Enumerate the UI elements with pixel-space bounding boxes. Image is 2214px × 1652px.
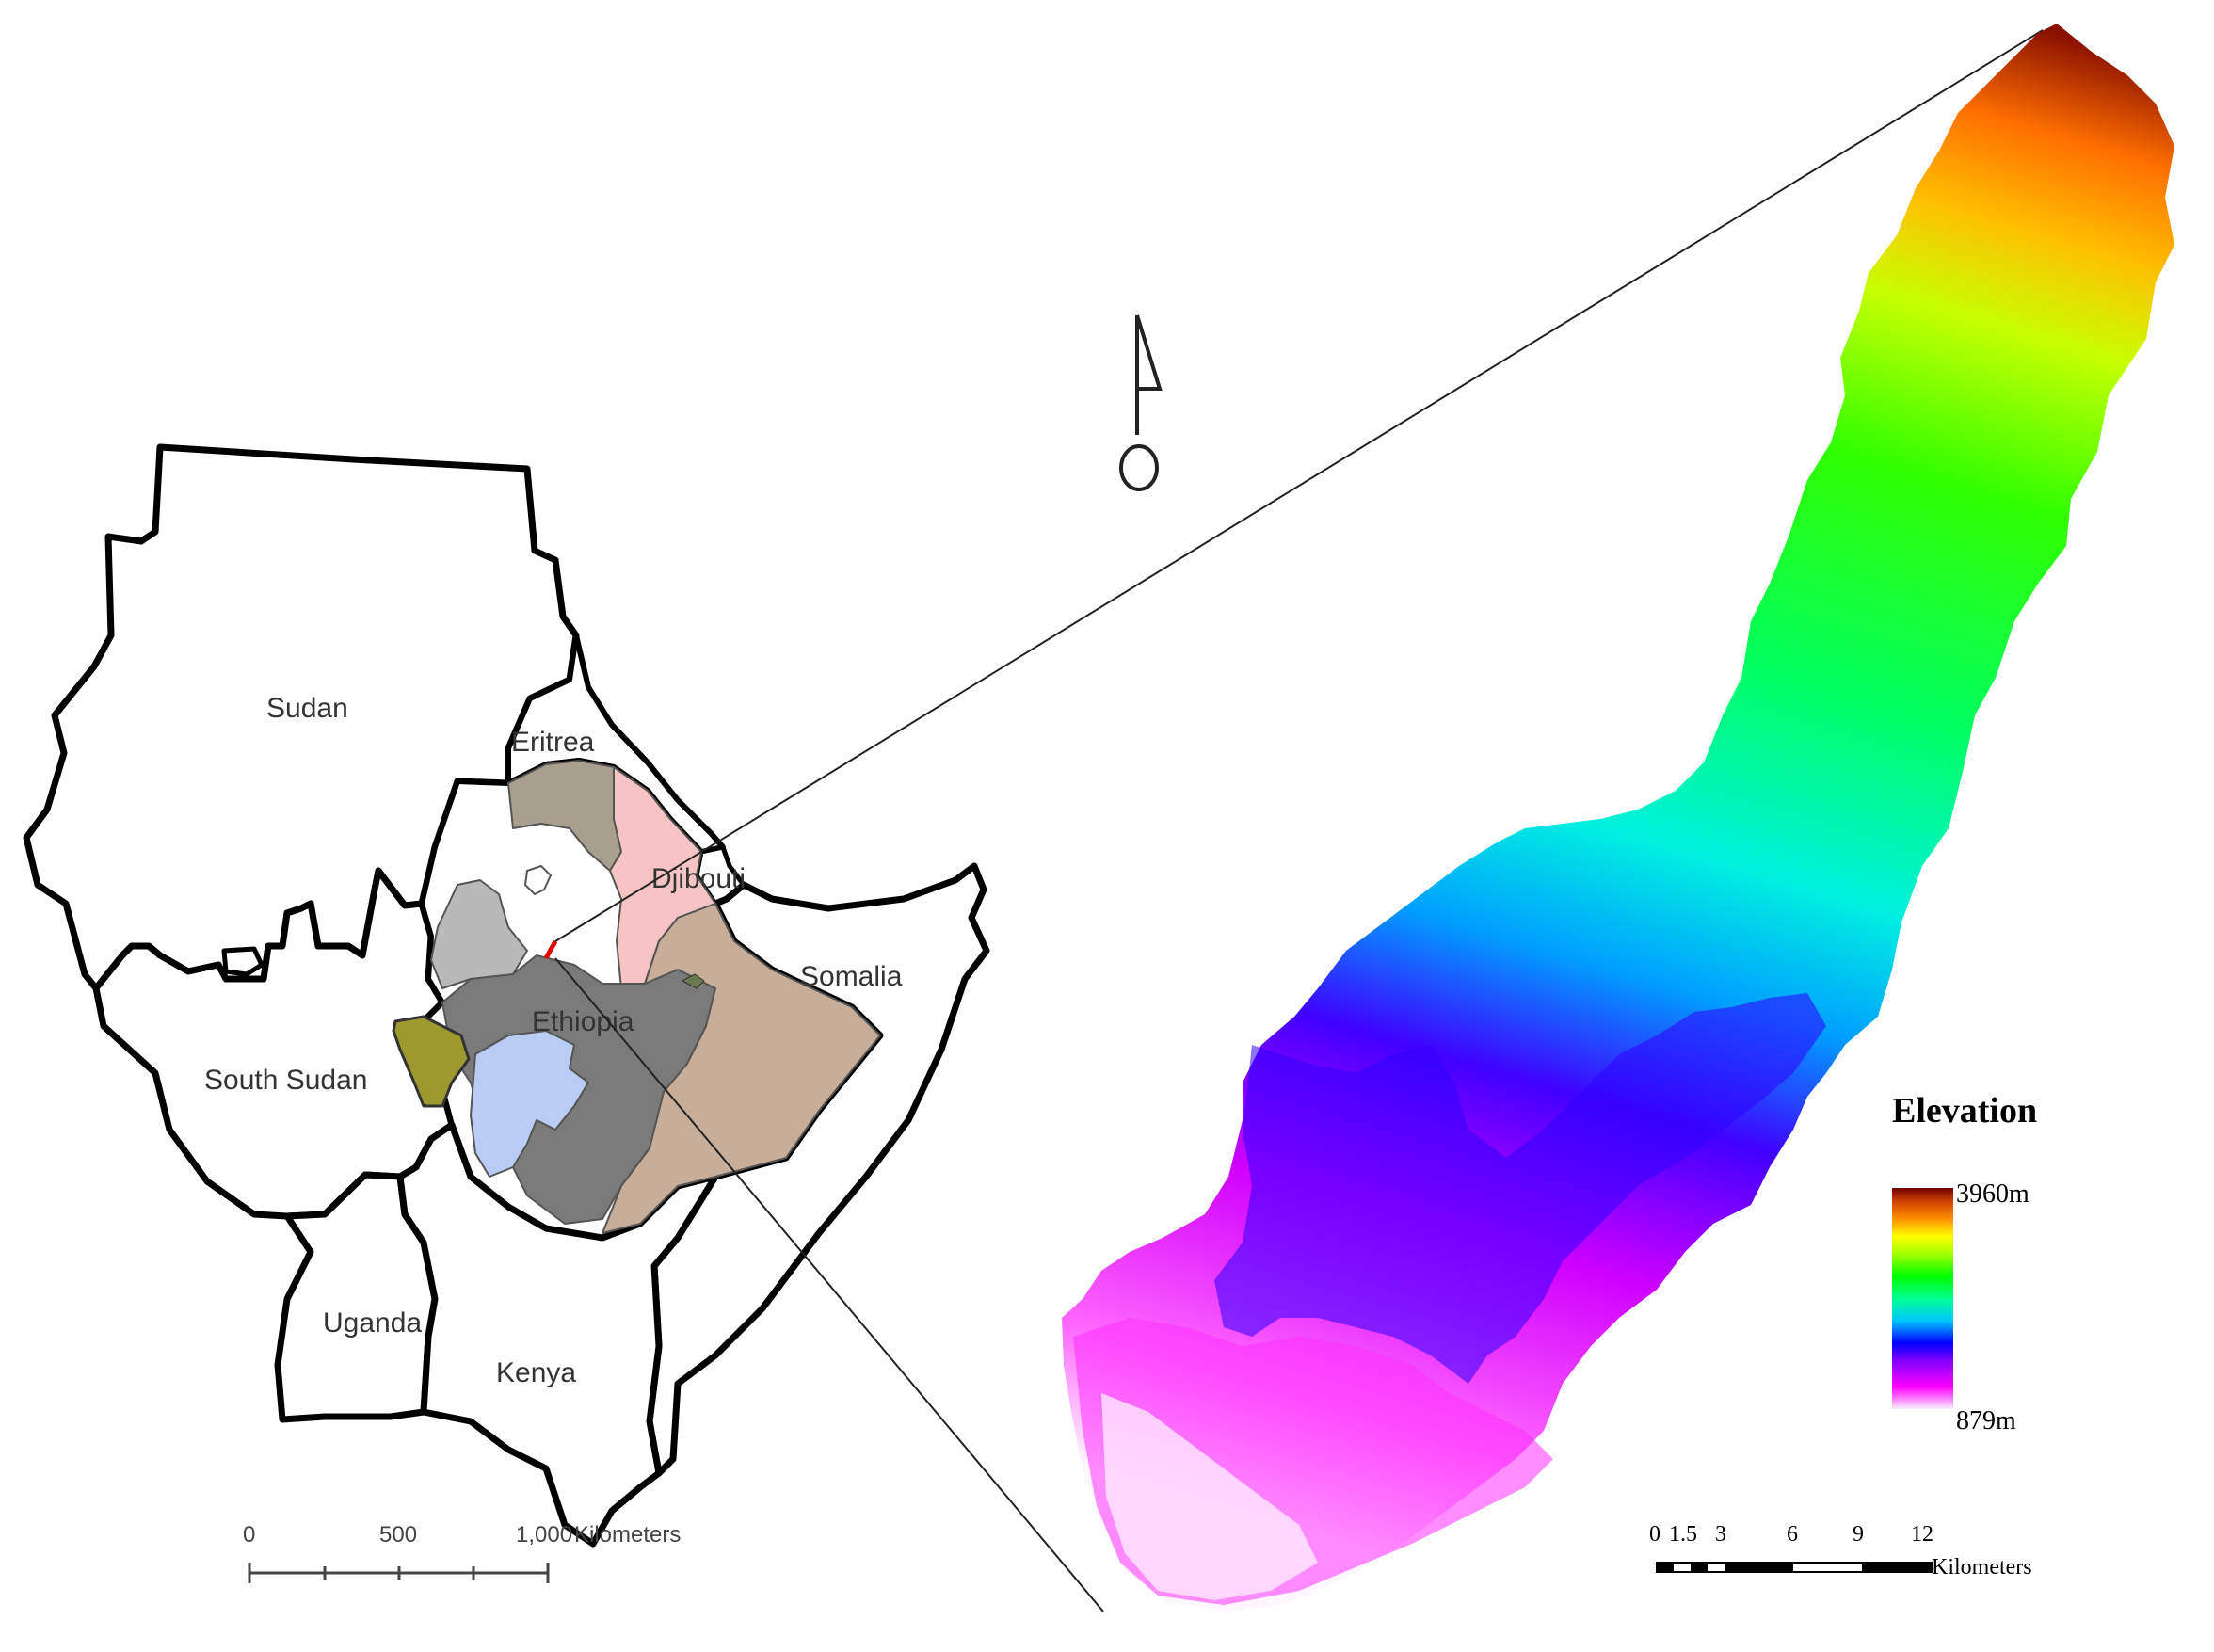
dem-scale-tick-0: 0 [1649, 1522, 1660, 1547]
kenya-polygon [396, 1121, 719, 1548]
north-arrow-icon [1119, 314, 1163, 491]
valley-white-floor [1101, 1393, 1318, 1600]
legend-color-ramp [1892, 1188, 1953, 1409]
dem-scale-bar-segment [1725, 1563, 1793, 1572]
dem-scale-tick-6: 6 [1787, 1522, 1798, 1547]
dem-scale-tick-9: 9 [1853, 1522, 1864, 1547]
zoom-line-upper [554, 29, 2044, 942]
regional-scale-tick-0: 0 [243, 1522, 255, 1548]
dem-scale-tick-12: 12 [1911, 1522, 1933, 1547]
elevation-legend: Elevation 3960m 879m [1892, 1091, 2037, 1435]
country-label-uganda: Uganda [323, 1307, 422, 1339]
dem-scale-bar-segment [1691, 1563, 1708, 1572]
regional-scale-bar: 0 500 1,000 Kilometers [243, 1522, 681, 1583]
abyei-outline [221, 946, 265, 977]
dem-scale-unit: Kilometers [1932, 1555, 2032, 1580]
legend-title: Elevation [1892, 1091, 2037, 1131]
country-label-djibouti: Djibouti [651, 863, 746, 894]
regional-scale-tick-500: 500 [379, 1522, 417, 1548]
zoom-connector-lines [554, 29, 2044, 1612]
dem-scale-bar-segment [1862, 1563, 1932, 1572]
lake-tana-outline [524, 865, 552, 895]
elevation-scale-bar: 0 1.5 3 6 9 12 Kilometers [1649, 1522, 2032, 1580]
regional-map [23, 443, 990, 1548]
country-labels: Sudan Eritrea Djibouti Somalia Ethiopia … [204, 693, 903, 1388]
region-somali [602, 903, 881, 1234]
country-label-south-sudan: South Sudan [204, 1065, 367, 1096]
elevation-map [1062, 24, 2174, 1612]
dem-scale-tick-1-5: 1.5 [1669, 1522, 1697, 1547]
dem-scale-tick-3: 3 [1715, 1522, 1726, 1547]
region-gambella [392, 1015, 471, 1108]
regional-scale-tick-1000: 1,000 [516, 1522, 572, 1548]
regional-scale-unit: Kilometers [574, 1522, 681, 1548]
country-label-somalia: Somalia [800, 961, 903, 992]
study-area-marker [543, 939, 558, 960]
country-label-eritrea: Eritrea [511, 727, 595, 758]
country-label-kenya: Kenya [496, 1357, 576, 1388]
legend-max-label: 3960m [1956, 1179, 2030, 1209]
zoom-line-lower [554, 957, 1104, 1612]
valley-blue-band [1214, 993, 1826, 1384]
legend-min-label: 879m [1956, 1406, 2016, 1435]
country-label-sudan: Sudan [266, 693, 348, 724]
region-dire-dawa [682, 973, 705, 989]
region-snnp [470, 1030, 589, 1178]
dem-scale-bar-segment [1657, 1563, 1674, 1572]
